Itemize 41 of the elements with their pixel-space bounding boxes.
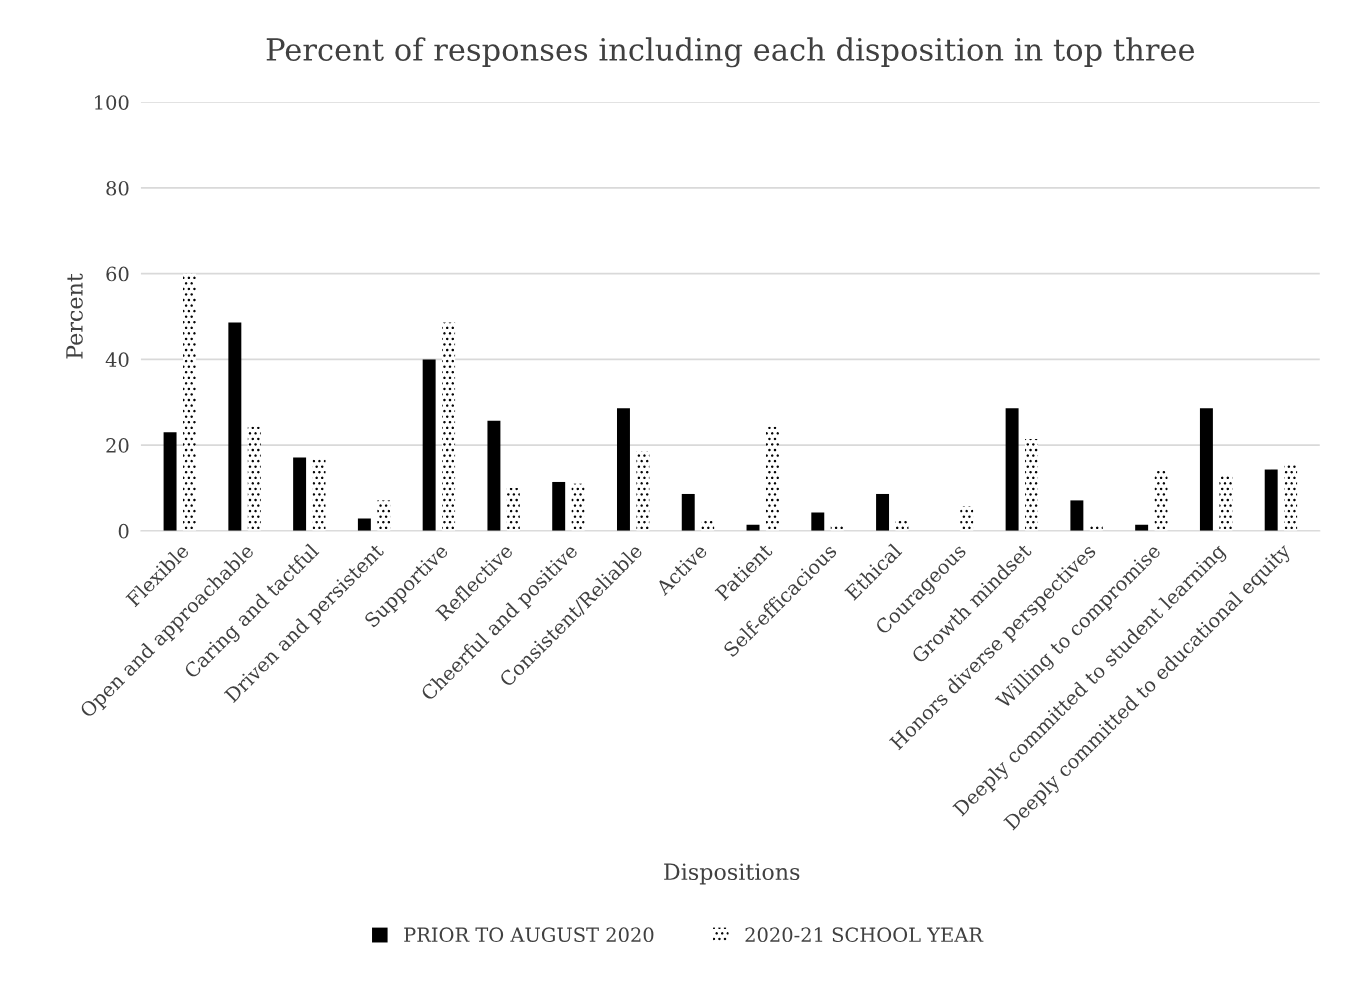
y-tick-label: 0 [118,523,129,539]
bar [701,518,715,531]
bar [1264,469,1278,531]
bar [312,459,326,531]
bar [247,426,261,531]
bar [183,273,196,531]
bar [506,487,520,531]
bar [422,359,436,531]
bar [1025,439,1039,531]
bar [1284,463,1298,531]
y-tick-label: 20 [106,438,129,453]
legend-label: 2020-21 SCHOOL YEAR [745,927,984,943]
bar [616,408,630,531]
bar [681,493,695,531]
bar [1154,469,1168,531]
bar [1005,408,1019,531]
y-tick-label: 60 [106,266,129,282]
bar [228,322,242,531]
bar [811,512,825,531]
y-tick-label: 40 [105,352,129,368]
bar [163,432,177,531]
y-tick-label: 100 [95,95,129,110]
bar [876,493,890,531]
bar [1199,408,1213,531]
bar [552,481,566,531]
bar [1070,500,1084,531]
y-tick-label: 80 [106,180,129,196]
bar [377,500,391,531]
x-axis-title: Dispositions [664,863,800,885]
bar [293,457,307,531]
y-axis-title: Percent [66,273,83,359]
bar [487,420,501,531]
bar [1219,475,1233,531]
chart-title: Percent of responses including each disposition in top three [266,37,1195,68]
bar [960,506,974,531]
legend-label: PRIOR TO AUGUST 2020 [404,927,654,943]
bar [571,483,585,531]
bar [442,322,456,531]
bar [765,426,779,531]
bar [636,451,650,531]
bar [357,518,371,531]
